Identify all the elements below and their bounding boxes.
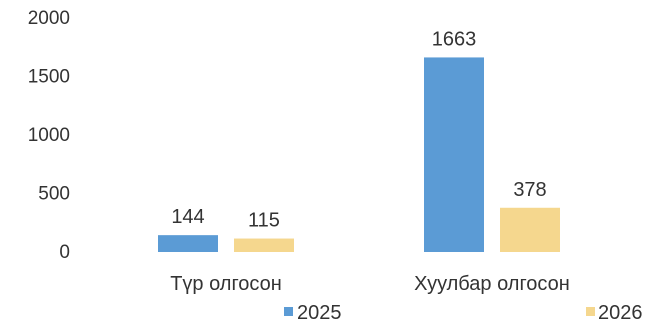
data-label-2026-2: 378: [513, 179, 546, 201]
bar-2025-2: [424, 57, 484, 252]
y-tick-label-1000: 1000: [28, 125, 70, 146]
category-label-tur-olgoson: Түр олгосон: [170, 273, 282, 295]
legend-label-2026: 2026: [598, 302, 643, 324]
legend-item-2025: 2025: [284, 302, 342, 324]
y-tick-label-2000: 2000: [28, 8, 70, 29]
legend-swatch-2026: [586, 307, 595, 316]
y-axis-ticks: 0 500 1000 1500 2000: [28, 8, 70, 263]
y-tick-label-500: 500: [38, 184, 70, 205]
legend-swatch-2025: [284, 307, 293, 316]
legend-label-2025: 2025: [297, 302, 342, 324]
bar-2026-2: [500, 207, 560, 252]
category-labels: Түр олгосон Хуулбар олгосон: [170, 273, 570, 295]
bar-2026-1: [234, 238, 294, 252]
bar-2025-1: [158, 235, 218, 252]
bar-group: [158, 57, 560, 252]
y-tick-label-0: 0: [59, 242, 70, 263]
data-label-2025-2: 1663: [432, 28, 477, 50]
legend: 2025 2026: [284, 302, 643, 324]
data-label-2025-1: 144: [171, 206, 204, 228]
data-label-2026-1: 115: [248, 210, 280, 232]
data-labels: 144 115 1663 378: [171, 28, 546, 231]
legend-item-2026: 2026: [586, 302, 643, 324]
category-label-khuulbar-olgoson: Хуулбар олгосон: [414, 273, 570, 295]
y-tick-label-1500: 1500: [28, 67, 70, 88]
